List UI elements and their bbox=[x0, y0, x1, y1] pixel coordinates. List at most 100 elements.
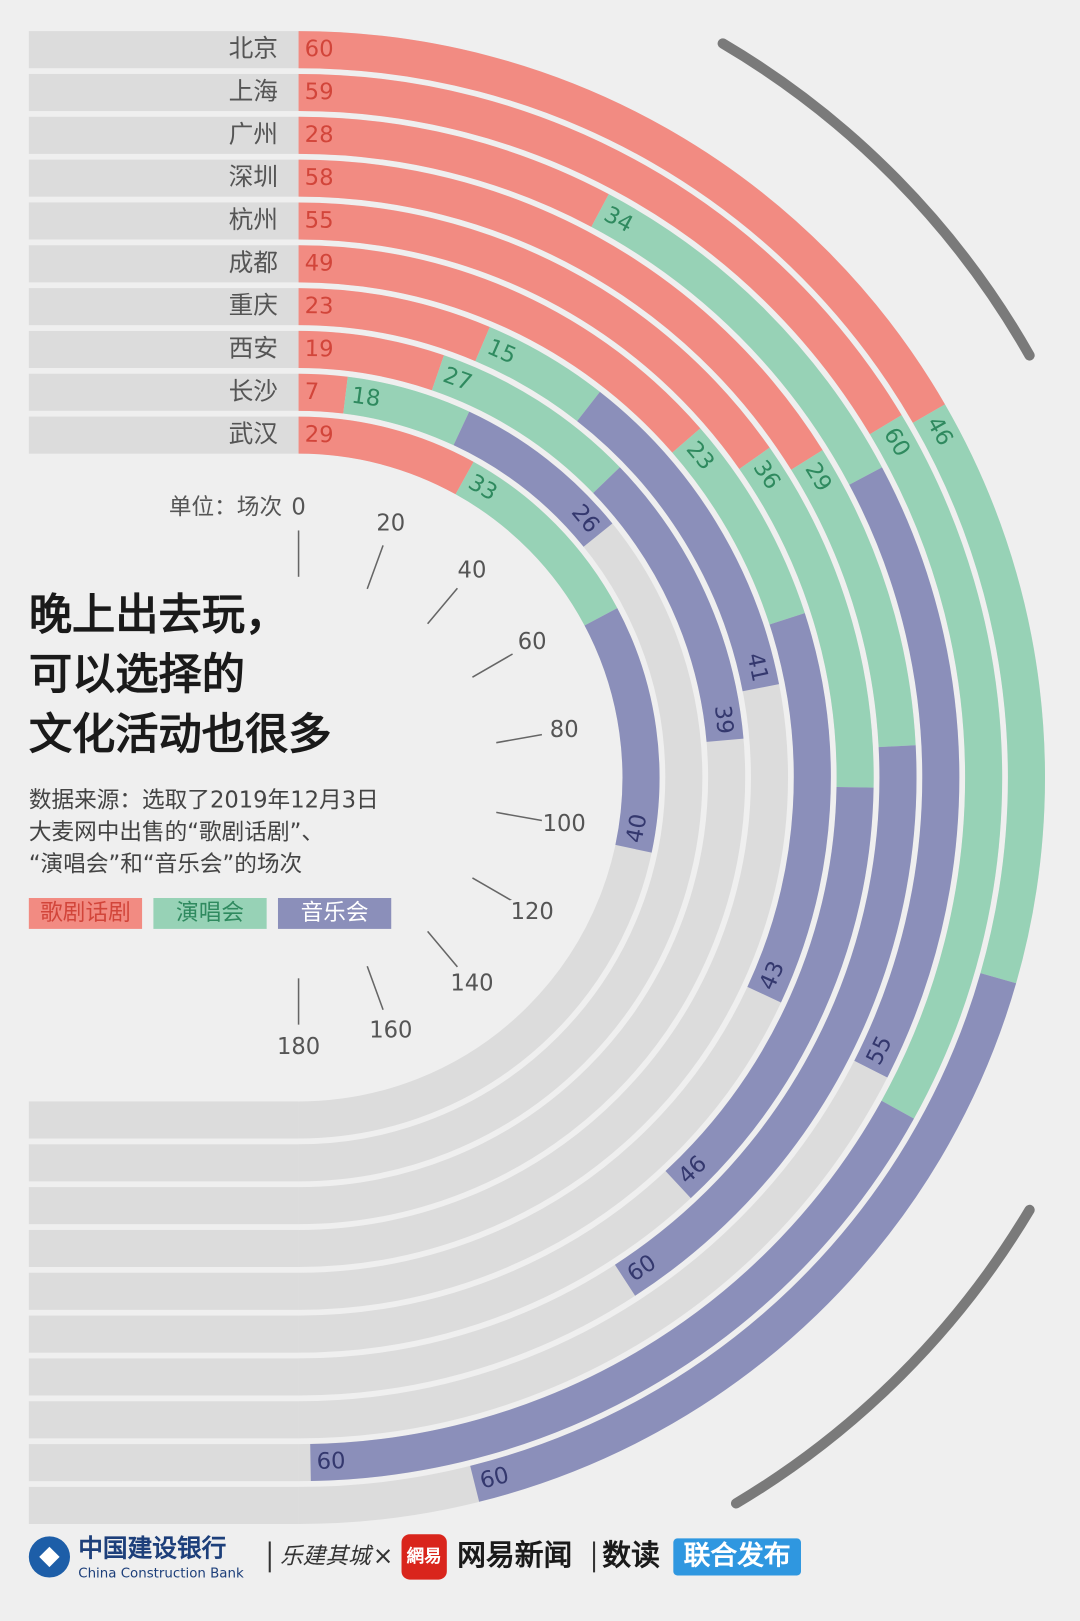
value-label: 7 bbox=[305, 379, 320, 405]
decor-arc bbox=[730, 1204, 1035, 1509]
legend-label: 歌剧话剧 bbox=[40, 900, 131, 926]
row-track bbox=[28, 245, 299, 283]
value-label: 60 bbox=[316, 1448, 345, 1475]
segment bbox=[791, 450, 916, 748]
city-label: 北京 bbox=[229, 34, 278, 63]
segment bbox=[298, 73, 902, 435]
title-line: 文化活动也很多 bbox=[29, 710, 332, 760]
value-label: 40 bbox=[621, 812, 652, 845]
tick-line bbox=[496, 733, 543, 744]
axis-label: 单位：场次 bbox=[169, 494, 282, 520]
tick-label: 20 bbox=[376, 511, 405, 537]
segment bbox=[455, 461, 618, 626]
segment bbox=[298, 116, 609, 227]
row-track bbox=[28, 416, 299, 454]
segment bbox=[849, 467, 960, 1078]
city-label: 广州 bbox=[229, 119, 278, 148]
segment bbox=[475, 327, 600, 422]
row-track bbox=[28, 159, 299, 197]
legend-label: 演唱会 bbox=[176, 900, 244, 926]
segment bbox=[593, 467, 744, 742]
tick-label: 60 bbox=[518, 629, 547, 655]
segment bbox=[298, 202, 770, 469]
value-label: 58 bbox=[305, 165, 334, 191]
row-track bbox=[28, 288, 299, 326]
title-line: 可以选择的 bbox=[29, 650, 245, 700]
tick-line bbox=[366, 545, 384, 590]
tick-label: 40 bbox=[458, 557, 487, 583]
row-track bbox=[28, 1272, 299, 1310]
tick-line bbox=[472, 877, 513, 902]
value-label: 59 bbox=[305, 79, 334, 105]
row-track bbox=[28, 31, 299, 69]
segment bbox=[672, 428, 805, 625]
row-track bbox=[28, 1101, 299, 1139]
segment bbox=[470, 973, 1017, 1502]
city-label: 长沙 bbox=[229, 376, 278, 405]
segment bbox=[298, 416, 474, 495]
row-track bbox=[28, 1401, 299, 1439]
tick-label: 160 bbox=[369, 1018, 412, 1044]
segment bbox=[298, 330, 444, 391]
tick-label: 80 bbox=[550, 717, 579, 743]
release-badge bbox=[673, 1538, 801, 1576]
tick-line bbox=[427, 587, 458, 625]
segment bbox=[591, 194, 882, 485]
release: 联合发布 bbox=[684, 1539, 791, 1571]
segment bbox=[912, 404, 1045, 984]
tick-line bbox=[496, 811, 543, 822]
tick-label: 140 bbox=[450, 971, 493, 997]
city-label: 上海 bbox=[229, 76, 278, 105]
city-label: 西安 bbox=[229, 333, 278, 362]
tick-label: 100 bbox=[543, 811, 586, 837]
tick-label: 0 bbox=[291, 494, 305, 520]
row-track bbox=[28, 1315, 299, 1353]
row-track bbox=[28, 1229, 299, 1268]
segment bbox=[869, 415, 1003, 1119]
tick-label: 180 bbox=[277, 1034, 320, 1060]
footer: 中国建设银行 China Construction Bank 乐建其城 × 網易… bbox=[28, 1534, 801, 1581]
segment bbox=[739, 447, 874, 788]
row-track bbox=[28, 116, 299, 154]
city-label: 重庆 bbox=[229, 291, 278, 320]
decor-arc bbox=[717, 38, 1035, 361]
city-label: 杭州 bbox=[229, 205, 278, 234]
title-line: 晚上出去玩， bbox=[29, 590, 288, 640]
city-label: 深圳 bbox=[229, 162, 278, 191]
value-label: 60 bbox=[305, 36, 334, 62]
value-label: 29 bbox=[305, 422, 334, 449]
segment bbox=[453, 411, 613, 547]
value-label: 28 bbox=[305, 122, 334, 148]
segment bbox=[431, 355, 620, 494]
value-label: 18 bbox=[350, 383, 382, 413]
segment bbox=[298, 245, 701, 453]
segment bbox=[614, 745, 917, 1296]
segment bbox=[310, 1100, 914, 1482]
city-label: 武汉 bbox=[229, 419, 278, 448]
row-track bbox=[28, 1187, 299, 1225]
segment bbox=[747, 613, 831, 1003]
netease-logo-text: 網易 bbox=[407, 1546, 442, 1567]
value-label: 55 bbox=[305, 208, 334, 234]
tick-line bbox=[366, 965, 384, 1011]
value-label: 19 bbox=[305, 336, 334, 362]
source-line: “演唱会”和“音乐会”的场次 bbox=[29, 852, 302, 878]
source-line: 大麦网中出售的“歌剧话剧”、 bbox=[29, 820, 324, 846]
segment bbox=[665, 786, 874, 1199]
legend-swatch bbox=[277, 898, 392, 929]
legend-swatch bbox=[28, 898, 143, 929]
row-track bbox=[28, 1144, 299, 1182]
row-track bbox=[28, 202, 299, 240]
value-label: 23 bbox=[305, 293, 334, 319]
segment bbox=[298, 373, 348, 414]
legend-swatch bbox=[153, 898, 267, 929]
city-label: 成都 bbox=[229, 248, 278, 277]
netease-news: 网易新闻 bbox=[457, 1538, 572, 1572]
tick-line bbox=[427, 930, 458, 968]
partner: 乐建其城 bbox=[280, 1543, 374, 1569]
times: × bbox=[373, 1541, 394, 1570]
segment bbox=[584, 608, 660, 853]
value-label: 49 bbox=[305, 250, 334, 276]
